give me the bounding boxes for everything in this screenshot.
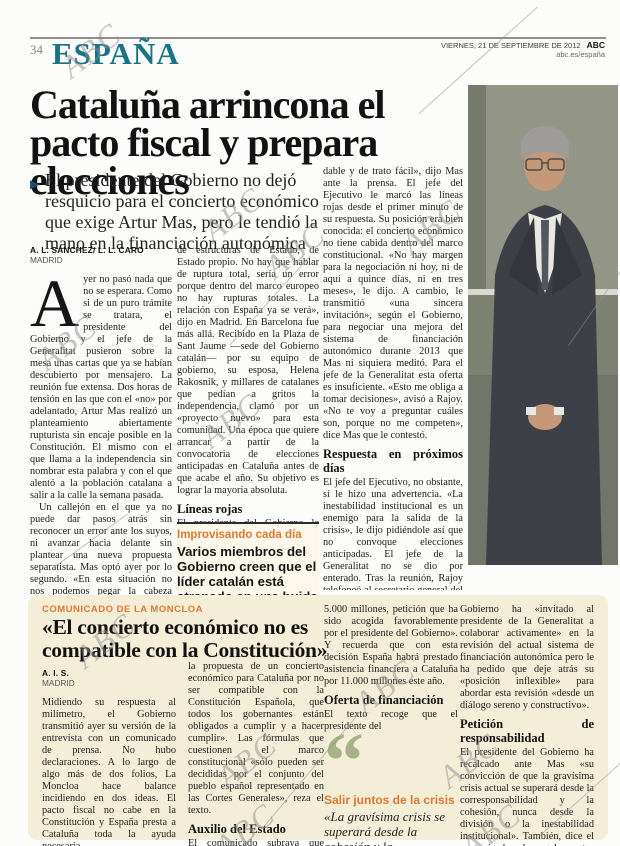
comunicado-column-4: Gobierno ha «invitado al presidente de l… — [460, 604, 594, 846]
comunicado-headline: «El concierto económico no es compatible… — [42, 615, 328, 662]
body-text: de estructuras de Estado, de Estado prop… — [177, 245, 319, 496]
body-text: Midiendo su respuesta al milímetro, el G… — [42, 697, 176, 846]
subhead-oferta: Oferta de financiación — [324, 693, 444, 707]
photo-rajoy — [468, 85, 618, 565]
comunicado-box: COMUNICADO DE LA MONCLOA «El concierto e… — [28, 595, 608, 846]
body-text: El jefe del Ejecutivo, no obstante, sí l… — [323, 477, 463, 590]
bullet-arrow-icon: ▶ — [30, 177, 40, 191]
subhead-lineas-rojas: Líneas rojas — [177, 502, 243, 516]
quote-kicker: Salir juntos de la crisis — [324, 793, 455, 807]
header-rule — [30, 37, 606, 39]
byline-location: MADRID — [30, 255, 63, 265]
body-text: yer no pasó nada que no se esperara. Com… — [30, 274, 172, 501]
brand-logo: ABC — [586, 40, 605, 50]
main-headline: Cataluña arrincona el pacto fiscal y pre… — [30, 82, 386, 203]
comunicado-column-1: Midiendo su respuesta al milímetro, el G… — [42, 697, 176, 846]
photo-illustration — [468, 85, 618, 565]
drop-cap: A — [30, 265, 80, 341]
body-text: El comunicado subraya que Artur Mas «ha … — [188, 838, 324, 846]
quote-marks-icon: “ — [324, 718, 364, 806]
subhead-respuesta: Respuesta en próximos días — [323, 447, 463, 475]
header-date: VIERNES, 21 DE SEPTIEMBRE DE 2012 — [440, 41, 581, 50]
byline: A. I. S. — [42, 668, 69, 678]
quote-text: «La gravísima crisis se superará desde l… — [324, 809, 445, 846]
body-text: El presidente del Gobierno ha recalcado … — [460, 747, 594, 846]
body-text: 5.000 millones, petición que ha sido aco… — [324, 604, 458, 687]
standfirst: ▶ El presidente del Gobierno no dejó res… — [30, 170, 341, 254]
comunicado-kicker: COMUNICADO DE LA MONCLOA — [42, 604, 203, 615]
subhead-auxilio: Auxilio del Estado — [188, 822, 286, 836]
comunicado-column-2: la propuesta de un concierto económico p… — [188, 661, 324, 846]
highlight-kicker: Improvisando cada día — [177, 529, 302, 541]
body-text: la propuesta de un concierto económico p… — [188, 661, 324, 816]
byline: A. L. SÁNCHEZ/ L. L. CARO — [30, 245, 144, 255]
comunicado-column-3: 5.000 millones, petición que ha sido aco… — [324, 604, 458, 846]
page-number: 34 — [30, 42, 43, 57]
subhead-peticion: Petición de responsabilidad — [460, 717, 594, 745]
header-dateblock: VIERNES, 21 DE SEPTIEMBRE DE 2012 ABC abc… — [440, 40, 605, 60]
body-text: Gobierno ha «invitado al presidente de l… — [460, 604, 594, 711]
header-site: abc.es/españa — [556, 50, 605, 59]
article-column-3: dable y de trato fácil», dijo Mas ante l… — [323, 166, 463, 590]
byline-location: MADRID — [42, 678, 75, 688]
body-text: dable y de trato fácil», dijo Mas ante l… — [323, 166, 463, 441]
comunicado-byline: A. I. S. MADRID — [42, 668, 75, 697]
standfirst-text: El presidente del Gobierno no dejó resqu… — [45, 170, 319, 253]
section-title: ESPAÑA — [52, 36, 180, 71]
